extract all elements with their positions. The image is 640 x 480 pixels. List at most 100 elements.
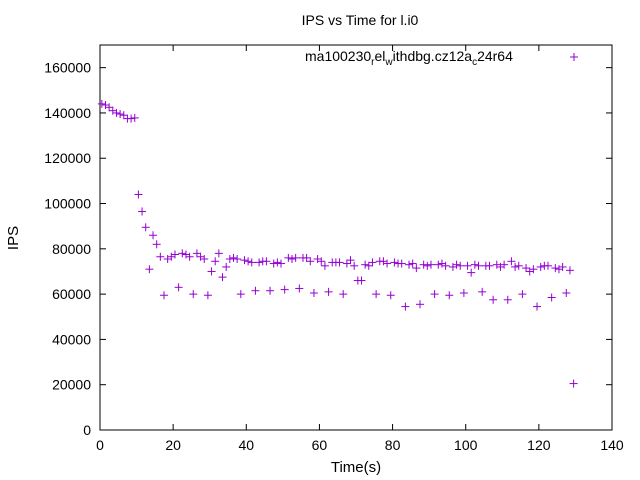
data-point	[525, 267, 534, 276]
data-point	[112, 108, 121, 117]
data-point	[97, 99, 106, 108]
chart-title: IPS vs Time for l.i0	[302, 12, 419, 28]
data-point	[386, 291, 395, 300]
y-axis-label: IPS	[5, 226, 22, 250]
data-point	[255, 258, 264, 267]
data-point	[511, 262, 520, 271]
data-point	[130, 113, 139, 122]
data-point	[324, 287, 333, 296]
data-point	[317, 257, 326, 266]
data-point	[459, 288, 468, 297]
data-point	[108, 106, 117, 115]
data-point	[138, 207, 147, 216]
data-point	[500, 260, 509, 269]
x-tick-label: 120	[527, 437, 551, 453]
data-point	[463, 261, 472, 270]
data-point	[503, 295, 512, 304]
data-point	[178, 249, 187, 258]
legend-marker	[570, 53, 578, 61]
data-point	[119, 111, 128, 120]
legend-label: ma100230relwithdbg.cz12ac24r64	[305, 48, 513, 68]
data-point	[105, 103, 114, 112]
data-point	[167, 252, 176, 261]
data-point	[174, 283, 183, 292]
data-point	[565, 266, 574, 275]
x-tick-label: 0	[96, 437, 104, 453]
data-point	[445, 291, 454, 300]
data-point	[196, 252, 205, 261]
data-point	[295, 284, 304, 293]
data-point	[207, 267, 216, 276]
data-point	[288, 255, 296, 264]
data-point	[244, 257, 253, 266]
data-points	[97, 99, 578, 388]
data-point	[149, 231, 158, 240]
y-tick-label: 160000	[44, 60, 91, 76]
data-point	[533, 302, 542, 311]
data-point	[390, 258, 399, 267]
x-axis-label: Time(s)	[331, 459, 381, 476]
x-tick-label: 40	[238, 437, 254, 453]
data-point	[309, 288, 318, 297]
data-point	[141, 223, 150, 232]
data-point	[478, 287, 487, 296]
data-point	[551, 264, 560, 273]
data-point	[262, 257, 271, 266]
legend: ma100230relwithdbg.cz12ac24r64	[305, 48, 578, 68]
data-point	[485, 261, 494, 270]
y-tick-label: 140000	[44, 105, 91, 121]
data-point	[372, 290, 381, 299]
data-point	[507, 257, 516, 266]
data-point	[284, 253, 293, 262]
data-point	[342, 259, 351, 268]
data-point	[379, 257, 388, 266]
y-tick-label: 100000	[44, 196, 91, 212]
data-point	[397, 259, 406, 268]
data-point	[247, 258, 256, 267]
data-point	[401, 302, 410, 311]
data-point	[145, 265, 154, 274]
data-point	[203, 291, 212, 300]
data-point	[361, 260, 370, 269]
plot-frame	[99, 44, 613, 431]
data-point	[346, 256, 355, 265]
data-point	[448, 262, 457, 271]
data-point	[522, 264, 531, 273]
y-tick-label: 0	[83, 422, 91, 438]
data-point	[350, 261, 359, 270]
data-point	[456, 261, 465, 270]
data-point	[266, 286, 275, 295]
data-point	[368, 258, 377, 267]
y-tick-label: 60000	[52, 286, 91, 302]
data-point	[544, 261, 552, 270]
x-axis: 0 20 40 60 80 100 120 140	[96, 45, 624, 453]
data-point	[280, 285, 289, 294]
data-point	[225, 255, 234, 264]
data-point	[222, 262, 231, 271]
data-point	[170, 250, 179, 259]
data-point	[441, 261, 450, 270]
data-point	[211, 257, 220, 266]
data-point	[251, 286, 260, 295]
data-point	[383, 259, 392, 268]
data-point	[273, 258, 282, 267]
data-point	[214, 249, 223, 258]
data-point	[302, 253, 311, 262]
data-point	[156, 252, 165, 261]
data-point	[189, 290, 198, 299]
data-point	[514, 261, 523, 270]
data-point	[134, 190, 143, 199]
data-point	[101, 101, 110, 110]
data-point	[554, 265, 563, 274]
legend-label-sub: r	[371, 57, 375, 68]
data-point	[127, 114, 136, 123]
data-point	[426, 260, 435, 269]
data-point	[405, 260, 414, 269]
data-point	[437, 259, 446, 268]
data-point	[419, 260, 428, 269]
legend-label-part: ithdbg.cz12a	[393, 48, 473, 64]
x-tick-label: 80	[385, 437, 401, 453]
data-point	[240, 256, 249, 265]
